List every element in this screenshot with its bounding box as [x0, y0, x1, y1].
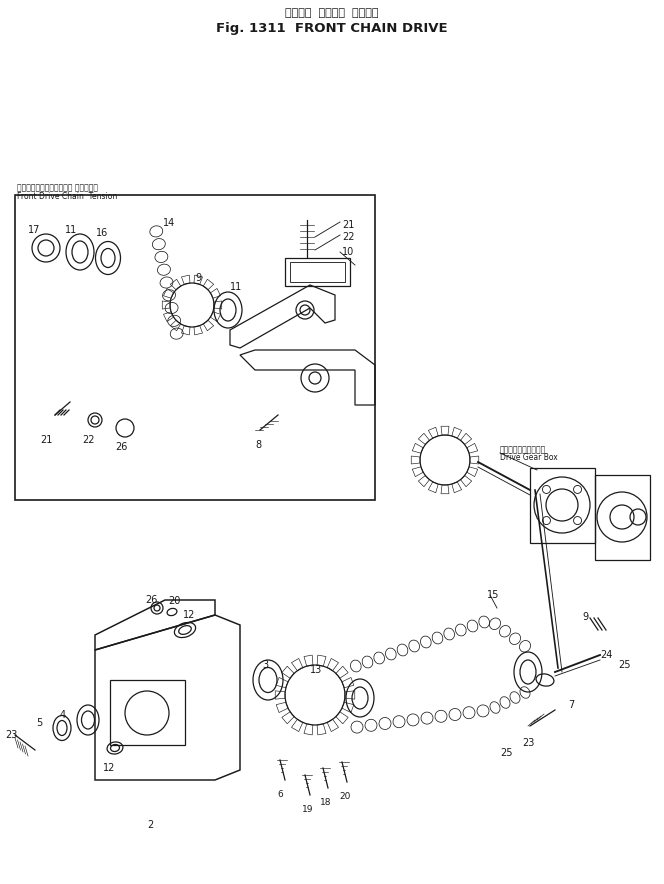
Text: 15: 15 — [487, 590, 499, 600]
Text: 5: 5 — [36, 718, 42, 728]
Text: 20: 20 — [339, 792, 351, 801]
Text: フロントドライブチェーン テンション: フロントドライブチェーン テンション — [17, 183, 98, 192]
Text: 20: 20 — [168, 596, 181, 606]
Text: 25: 25 — [618, 660, 631, 670]
Text: 2: 2 — [147, 820, 153, 830]
Text: 9: 9 — [582, 612, 588, 622]
Text: 16: 16 — [96, 228, 108, 238]
Text: 23: 23 — [5, 730, 17, 740]
Bar — [285, 258, 350, 286]
Text: 22: 22 — [342, 232, 355, 242]
Text: 17: 17 — [28, 225, 41, 235]
Text: 13: 13 — [310, 665, 322, 675]
Text: 11: 11 — [65, 225, 77, 235]
Text: 21: 21 — [342, 220, 355, 230]
Text: 12: 12 — [103, 763, 116, 773]
Bar — [110, 680, 185, 745]
Bar — [595, 475, 650, 560]
Text: 14: 14 — [163, 218, 175, 228]
Text: 9: 9 — [195, 273, 201, 283]
Text: 26: 26 — [145, 595, 157, 605]
Text: 3: 3 — [262, 660, 268, 670]
Text: 22: 22 — [82, 435, 94, 445]
Text: 21: 21 — [40, 435, 52, 445]
Bar — [530, 468, 595, 543]
Text: 24: 24 — [600, 650, 612, 660]
Text: Fig. 1311  FRONT CHAIN DRIVE: Fig. 1311 FRONT CHAIN DRIVE — [216, 22, 448, 35]
Text: 11: 11 — [230, 282, 242, 292]
Text: 4: 4 — [60, 710, 66, 720]
Text: 26: 26 — [115, 442, 127, 452]
Text: フロント  チェーン  ドライブ: フロント チェーン ドライブ — [286, 8, 378, 18]
Bar — [290, 262, 345, 282]
Text: 8: 8 — [255, 440, 261, 450]
Text: 23: 23 — [522, 738, 535, 748]
Text: 6: 6 — [277, 790, 283, 799]
Text: 12: 12 — [183, 610, 195, 620]
Text: 10: 10 — [342, 247, 355, 257]
Text: 7: 7 — [568, 700, 574, 710]
Bar — [15, 195, 375, 500]
Text: Front Drive Chain  Tension: Front Drive Chain Tension — [17, 192, 118, 201]
Text: 18: 18 — [320, 798, 331, 807]
Text: 19: 19 — [302, 805, 313, 814]
Text: ドライブギヤボックス: ドライブギヤボックス — [500, 445, 546, 454]
Text: 25: 25 — [500, 748, 513, 758]
Text: Drive Gear Box: Drive Gear Box — [500, 453, 558, 462]
